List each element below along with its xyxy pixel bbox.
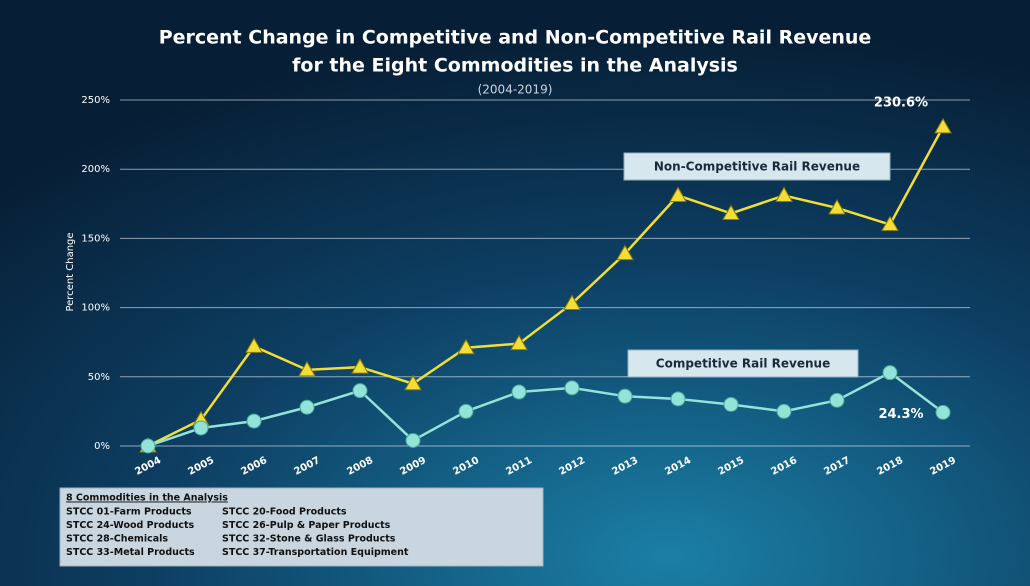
y-tick-label: 200% bbox=[81, 164, 110, 175]
chart-subtitle: (2004-2019) bbox=[478, 83, 553, 97]
marker bbox=[352, 383, 368, 399]
marker bbox=[617, 388, 633, 404]
note-item: STCC 26-Pulp & Paper Products bbox=[222, 520, 391, 531]
note-box bbox=[59, 487, 544, 567]
marker bbox=[722, 204, 740, 220]
marker bbox=[935, 404, 951, 420]
marker bbox=[775, 186, 793, 202]
note-item: STCC 37-Transportation Equipment bbox=[222, 547, 409, 558]
note-item: STCC 33-Metal Products bbox=[66, 547, 195, 558]
marker bbox=[246, 413, 262, 429]
marker bbox=[298, 360, 316, 377]
chart-title: Percent Change in Competitive and Non-Co… bbox=[159, 27, 872, 49]
legend-box bbox=[627, 349, 859, 378]
marker bbox=[457, 338, 475, 355]
marker bbox=[564, 380, 580, 396]
chart-title: for the Eight Commodities in the Analysi… bbox=[292, 55, 738, 77]
marker bbox=[934, 117, 952, 134]
marker bbox=[193, 420, 209, 436]
y-tick-label: 100% bbox=[81, 303, 110, 314]
marker bbox=[299, 399, 315, 415]
y-tick-label: 150% bbox=[81, 233, 110, 244]
marker bbox=[723, 396, 739, 412]
marker bbox=[140, 438, 156, 454]
series-line bbox=[147, 371, 944, 448]
marker bbox=[828, 198, 846, 215]
legend-box bbox=[623, 152, 891, 181]
marker bbox=[616, 244, 634, 261]
marker bbox=[405, 432, 421, 448]
note-title: 8 Commodities in the Analysis bbox=[66, 493, 228, 504]
note-item: STCC 24-Wood Products bbox=[66, 520, 195, 531]
legend-label: Competitive Rail Revenue bbox=[656, 357, 830, 371]
note-item: STCC 20-Food Products bbox=[222, 507, 347, 518]
marker bbox=[245, 337, 263, 353]
marker bbox=[563, 294, 581, 310]
marker bbox=[669, 186, 687, 202]
marker bbox=[510, 334, 528, 351]
series-line bbox=[147, 126, 945, 448]
marker bbox=[670, 391, 686, 407]
marker bbox=[458, 403, 474, 419]
marker bbox=[829, 392, 845, 408]
data-label: 230.6% bbox=[874, 95, 928, 110]
y-tick-label: 50% bbox=[88, 372, 110, 383]
legend-label: Non-Competitive Rail Revenue bbox=[654, 160, 860, 174]
note-item: STCC 28-Chemicals bbox=[66, 534, 168, 545]
marker bbox=[776, 403, 792, 419]
marker bbox=[404, 374, 422, 391]
y-tick-label: 250% bbox=[81, 95, 110, 106]
marker bbox=[881, 215, 899, 232]
data-label: 24.3% bbox=[878, 407, 923, 422]
note-item: STCC 01-Farm Products bbox=[66, 507, 192, 518]
marker bbox=[351, 358, 369, 374]
note-item: STCC 32-Stone & Glass Products bbox=[222, 534, 396, 545]
marker bbox=[882, 365, 898, 381]
marker bbox=[511, 384, 527, 400]
y-axis-label: Percent Change bbox=[65, 232, 76, 311]
y-tick-label: 0% bbox=[94, 441, 110, 452]
